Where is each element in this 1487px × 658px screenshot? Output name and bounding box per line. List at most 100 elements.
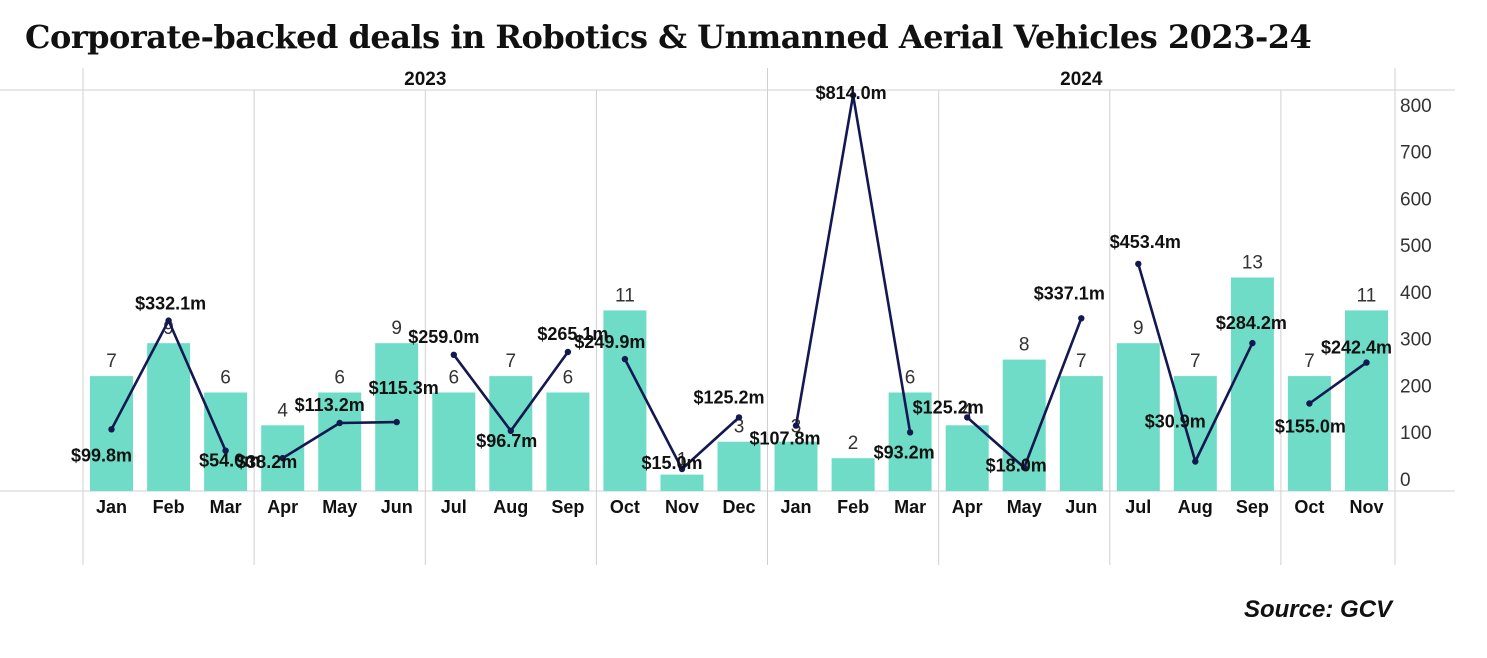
deal-count-bar	[546, 392, 590, 491]
deal-value-label: $242.4m	[1321, 338, 1392, 358]
month-label: Oct	[1294, 497, 1324, 517]
deal-value-label: $54.0m	[199, 451, 260, 471]
deal-value-point	[393, 418, 400, 426]
deal-count-label: 7	[1076, 351, 1087, 372]
year-label: 2023	[404, 69, 446, 90]
month-label: Feb	[837, 497, 869, 517]
deal-value-point	[165, 317, 172, 324]
deal-count-bar	[1230, 277, 1274, 491]
deal-value-point	[792, 422, 800, 429]
month-label: May	[1007, 497, 1042, 517]
deal-count-label: 7	[1190, 351, 1201, 372]
deal-count-label: 1	[677, 450, 688, 471]
deal-value-line-segment	[794, 93, 912, 433]
deal-value-point	[964, 414, 971, 421]
month-label: Feb	[153, 497, 185, 517]
deal-count-bar	[1116, 343, 1160, 491]
deal-value-label: $265.1m	[537, 324, 608, 344]
deal-value-label: $113.2m	[295, 395, 365, 415]
deal-value-label: $38.2m	[236, 452, 297, 472]
deal-count-bar	[603, 310, 647, 491]
source-note: Source: GCV	[1243, 596, 1392, 623]
deal-count-label: 13	[1242, 253, 1263, 274]
month-label: Nov	[665, 497, 699, 517]
right-axis-tick: 200	[1400, 376, 1432, 397]
year-label: 2024	[1060, 69, 1103, 90]
right-axis-tick: 800	[1400, 96, 1432, 117]
deal-count-label: 6	[449, 368, 460, 389]
deal-value-line-segment	[1308, 361, 1368, 405]
right-axis-tick: 500	[1400, 236, 1432, 257]
deal-value-point	[222, 447, 229, 454]
deal-count-label: 6	[220, 368, 231, 389]
deal-count-bar	[831, 458, 875, 491]
month-label: May	[322, 497, 357, 517]
deal-value-point	[564, 348, 572, 356]
deal-value-label: $125.2m	[913, 397, 984, 417]
deal-value-point	[1078, 315, 1085, 322]
deal-value-label: $115.3m	[369, 378, 439, 398]
right-axis-tick: 0	[1400, 470, 1411, 491]
deal-count-label: 6	[334, 368, 345, 389]
month-label: Mar	[210, 497, 242, 517]
deal-count-label: 7	[106, 351, 117, 372]
deal-value-point	[279, 454, 286, 462]
deal-count-bar	[318, 392, 362, 491]
deal-count-bar	[1287, 376, 1331, 491]
deal-value-point	[1306, 400, 1313, 407]
month-label: Jun	[1065, 497, 1097, 517]
month-label: Sep	[551, 497, 584, 517]
deal-value-label: $107.8m	[749, 429, 820, 449]
deal-count-label: 9	[163, 318, 174, 339]
month-label: Nov	[1349, 497, 1383, 517]
deal-value-label: $99.8m	[71, 445, 132, 465]
deal-count-label: 2	[848, 433, 859, 454]
deal-count-label: 3	[734, 417, 745, 438]
deal-value-point	[906, 429, 914, 436]
deal-value-label: $155.0m	[1275, 417, 1346, 437]
deal-count-label: 4	[277, 400, 288, 421]
deal-count-label: 4	[962, 400, 973, 421]
deal-count-bar	[1173, 376, 1217, 491]
right-axis-tick: 600	[1400, 189, 1432, 210]
deal-value-point	[108, 426, 115, 433]
month-label: Apr	[952, 497, 983, 517]
chart-title: Corporate-backed deals in Robotics & Unm…	[25, 18, 1312, 56]
deal-count-bar	[90, 376, 133, 491]
deal-value-point	[336, 419, 343, 427]
deal-count-bar	[1345, 310, 1388, 491]
deal-count-label: 9	[391, 318, 402, 339]
right-axis-tick: 100	[1400, 423, 1432, 444]
month-label: Aug	[493, 497, 528, 517]
month-label: Jan	[780, 497, 811, 517]
deal-value-label: $93.2m	[874, 442, 935, 462]
deal-value-label: $259.0m	[408, 327, 479, 347]
deal-count-bar	[888, 392, 932, 491]
month-label: Jan	[96, 497, 127, 517]
deal-value-point	[1192, 458, 1199, 465]
deal-value-label: $332.1m	[135, 294, 206, 314]
deal-count-bar	[432, 392, 476, 491]
deal-value-point	[450, 351, 457, 358]
deal-value-label: $284.2m	[1216, 313, 1287, 333]
right-axis-tick: 400	[1400, 283, 1432, 304]
deal-value-point	[678, 465, 686, 473]
deal-value-label: $453.4m	[1110, 232, 1181, 252]
deal-value-point	[1363, 359, 1370, 366]
deal-count-bar	[945, 425, 989, 491]
deal-count-label: 7	[1304, 351, 1315, 372]
deal-value-label: $30.9m	[1145, 412, 1206, 432]
deal-count-bar	[774, 441, 818, 491]
deal-value-label: $125.2m	[693, 387, 764, 407]
deal-value-label: $249.9m	[574, 332, 645, 352]
deal-value-point	[1249, 339, 1256, 347]
month-label: Jul	[1125, 497, 1151, 517]
deal-value-label: $18.0m	[986, 456, 1047, 476]
deal-value-label: $15.0m	[641, 453, 702, 473]
month-label: Aug	[1178, 497, 1213, 517]
deal-value-label: $96.7m	[476, 431, 537, 451]
deal-value-label: $814.0m	[816, 83, 887, 103]
month-label: Apr	[267, 497, 298, 517]
month-label: Dec	[722, 497, 755, 517]
